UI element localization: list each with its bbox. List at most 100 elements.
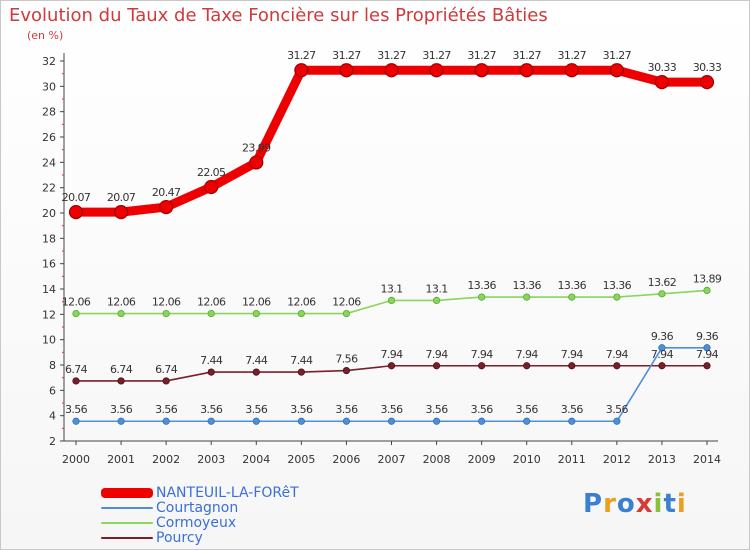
data-point-2-6 [342, 309, 351, 318]
x-tick-label: 2004 [242, 453, 270, 466]
data-label-1-5: 3.56 [290, 403, 313, 416]
x-tick-label: 2002 [152, 453, 180, 466]
data-point-3-4 [252, 368, 260, 376]
data-point-0-3 [204, 179, 219, 195]
data-point-1-3 [207, 417, 215, 425]
legend-swatch [101, 507, 153, 509]
data-label-2-3: 12.06 [197, 296, 226, 309]
data-label-3-8: 7.94 [426, 348, 449, 361]
data-point-1-10 [523, 417, 531, 425]
y-tick-label: 14 [42, 283, 56, 296]
data-label-2-8: 13.1 [426, 282, 448, 295]
data-point-1-1 [117, 417, 125, 425]
data-label-1-0: 3.56 [65, 403, 88, 416]
data-label-2-2: 12.06 [152, 296, 181, 309]
y-tick-label: 8 [49, 359, 56, 372]
data-label-1-12: 3.56 [606, 403, 629, 416]
data-point-0-12 [609, 63, 624, 78]
data-label-2-1: 12.06 [107, 296, 136, 309]
data-label-3-3: 7.44 [200, 354, 223, 367]
y-tick-label: 24 [42, 156, 56, 169]
legend-item: Cormoyeux [101, 516, 236, 530]
y-tick-label: 20 [42, 207, 56, 220]
data-label-1-14: 9.36 [696, 330, 719, 343]
data-point-3-9 [478, 362, 486, 370]
data-label-1-6: 3.56 [335, 403, 358, 416]
data-label-0-13: 30.33 [648, 61, 677, 74]
data-label-0-9: 31.27 [467, 49, 496, 62]
legend-swatch [101, 522, 153, 524]
x-tick-label: 2000 [62, 453, 90, 466]
data-point-3-0 [72, 377, 80, 385]
data-label-0-14: 30.33 [693, 61, 722, 74]
logo-letter: i [676, 489, 687, 519]
data-label-2-6: 12.06 [332, 296, 361, 309]
data-point-3-10 [523, 362, 531, 370]
x-tick-label: 2011 [558, 453, 586, 466]
logo-letter: t [663, 489, 677, 519]
data-label-3-12: 7.94 [606, 348, 629, 361]
y-tick-label: 32 [42, 55, 56, 68]
data-point-2-1 [117, 309, 125, 318]
data-label-1-3: 3.56 [200, 403, 223, 416]
data-label-0-2: 20.47 [152, 186, 181, 199]
data-label-1-13: 9.36 [651, 330, 674, 343]
data-label-2-4: 12.06 [242, 296, 271, 309]
y-tick-label: 16 [42, 258, 56, 271]
legend-item: Pourcy [101, 531, 203, 545]
data-point-2-4 [252, 309, 260, 318]
chart-subtitle: (en %) [27, 29, 64, 42]
data-point-0-6 [339, 63, 354, 78]
data-point-2-0 [72, 309, 80, 318]
x-tick-label: 2001 [107, 453, 135, 466]
data-point-0-7 [384, 63, 399, 78]
data-label-2-5: 12.06 [287, 296, 316, 309]
data-label-1-4: 3.56 [245, 403, 268, 416]
data-label-3-2: 6.74 [155, 363, 178, 376]
data-point-0-5 [294, 63, 309, 78]
data-label-3-11: 7.94 [561, 348, 584, 361]
data-label-1-2: 3.56 [155, 403, 178, 416]
data-label-2-10: 13.36 [512, 279, 541, 292]
data-point-3-14 [703, 362, 711, 370]
y-tick-label: 18 [42, 232, 56, 245]
y-tick-label: 6 [49, 384, 56, 397]
data-point-3-2 [162, 377, 170, 385]
data-point-2-9 [478, 293, 486, 301]
legend-swatch [101, 488, 153, 498]
data-label-0-4: 23.99 [242, 141, 271, 154]
data-point-1-2 [162, 417, 170, 425]
data-label-0-1: 20.07 [107, 191, 136, 204]
data-point-0-13 [654, 75, 670, 90]
data-label-1-10: 3.56 [516, 403, 539, 416]
y-tick-label: 12 [42, 308, 56, 321]
logo-letter: r [603, 489, 617, 519]
data-point-1-12 [613, 417, 621, 425]
data-label-3-14: 7.94 [696, 348, 719, 361]
data-point-1-5 [297, 417, 305, 425]
y-tick-label: 28 [42, 106, 56, 119]
data-label-0-12: 31.27 [603, 49, 632, 62]
chart-title: Evolution du Taux de Taxe Foncière sur l… [9, 5, 548, 26]
logo-letter: o [616, 489, 636, 519]
legend-item: Courtagnon [101, 501, 238, 515]
data-label-0-8: 31.27 [422, 49, 451, 62]
data-point-3-12 [613, 362, 621, 370]
x-tick-label: 2008 [423, 453, 451, 466]
data-point-0-4 [249, 155, 264, 170]
data-point-3-13 [658, 362, 666, 370]
data-label-3-1: 6.74 [110, 363, 133, 376]
x-tick-label: 2014 [693, 453, 721, 466]
data-label-0-3: 22.05 [197, 166, 226, 179]
data-label-2-7: 13.1 [380, 282, 402, 295]
data-label-0-5: 31.27 [287, 49, 316, 62]
y-tick-label: 10 [42, 334, 56, 347]
data-label-3-0: 6.74 [65, 363, 88, 376]
data-point-0-8 [429, 63, 444, 78]
data-point-3-7 [387, 362, 396, 370]
data-point-1-4 [252, 417, 260, 425]
x-tick-label: 2013 [648, 453, 676, 466]
data-point-3-8 [432, 362, 441, 370]
data-point-3-5 [297, 368, 305, 376]
data-point-1-7 [387, 417, 396, 425]
